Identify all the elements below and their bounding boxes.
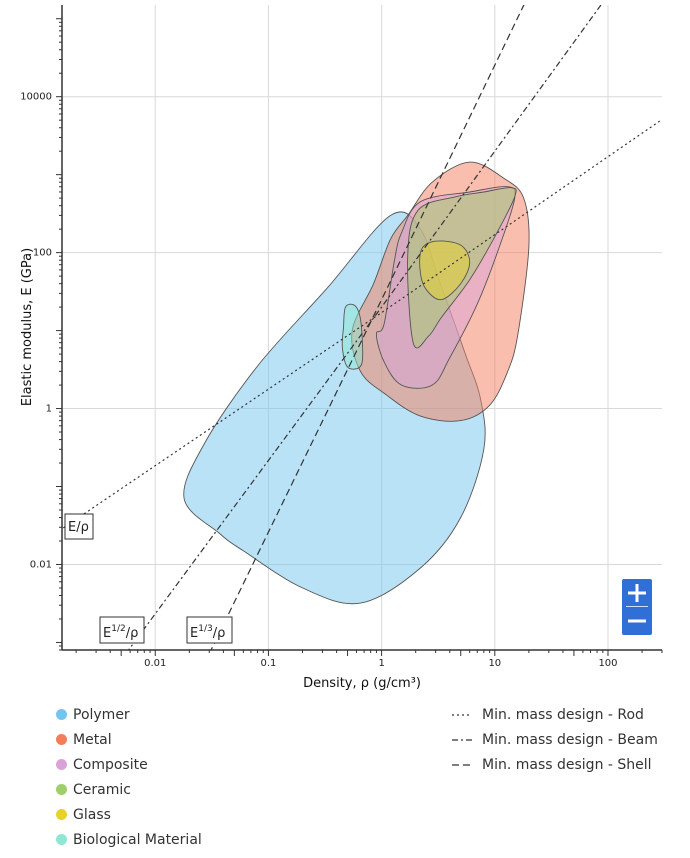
x-tick-label: 0.1 <box>260 658 276 669</box>
rod-line-annotation: E/ρ <box>64 513 94 540</box>
legend-swatch-polymer <box>56 709 67 720</box>
guide-line-dot <box>62 119 662 530</box>
rod-annotation-text: E/ρ <box>68 520 89 535</box>
material-legend: Polymer Metal Composite Ceramic Glass Bi… <box>56 702 202 852</box>
region-glass[interactable] <box>419 240 471 301</box>
legend-label: Glass <box>73 806 111 823</box>
legend-item-ceramic[interactable]: Ceramic <box>56 777 202 802</box>
legend-label: Ceramic <box>73 781 131 798</box>
legend-label: Polymer <box>73 706 130 723</box>
dashed-line-icon <box>452 763 472 766</box>
dashdot-line-icon <box>452 738 472 741</box>
legend-item-rod[interactable]: Min. mass design - Rod <box>452 702 658 727</box>
legend-item-composite[interactable]: Composite <box>56 752 202 777</box>
plus-icon <box>628 584 646 602</box>
legend-swatch-ceramic <box>56 784 67 795</box>
zoom-separator <box>626 606 648 607</box>
y-tick-label: 100 <box>33 248 52 259</box>
zoom-out-button[interactable] <box>622 607 652 635</box>
material-regions <box>183 161 530 605</box>
shell-annotation-sup: 1/3 <box>198 624 212 634</box>
beam-line-annotation: E1/2/ρ <box>99 616 145 644</box>
x-tick-label: 100 <box>598 658 617 669</box>
guide-line-dashdot <box>127 5 602 650</box>
legend-label: Min. mass design - Beam <box>482 731 658 748</box>
beam-annotation-sup: 1/2 <box>111 624 125 634</box>
y-tick-label: 0.01 <box>30 559 52 570</box>
svg-text:E1/2/ρ: E1/2/ρ <box>103 624 138 641</box>
legend-item-shell[interactable]: Min. mass design - Shell <box>452 752 658 777</box>
x-tick-label: 0.01 <box>144 658 166 669</box>
x-tick-label: 10 <box>488 658 501 669</box>
dotted-line-icon <box>452 713 472 716</box>
legend-swatch-composite <box>56 759 67 770</box>
axes: 0.01 0.1 1 10 100 0.01 1 100 10000 <box>20 5 663 669</box>
legend-label: Composite <box>73 756 148 773</box>
x-axis-title: Density, ρ (g/cm³) <box>303 676 421 691</box>
y-axis-title: Elastic modulus, E (GPa) <box>20 248 35 406</box>
legend-item-biological-material[interactable]: Biological Material <box>56 827 202 852</box>
guide-lines <box>62 5 662 650</box>
legend-swatch-glass <box>56 809 67 820</box>
beam-annotation-base: E <box>103 626 111 641</box>
legend-item-polymer[interactable]: Polymer <box>56 702 202 727</box>
legend-label: Min. mass design - Shell <box>482 756 652 773</box>
legend-label: Metal <box>73 731 112 748</box>
minus-icon <box>628 619 646 623</box>
legend-item-beam[interactable]: Min. mass design - Beam <box>452 727 658 752</box>
svg-text:E1/3/ρ: E1/3/ρ <box>190 624 225 641</box>
legend-item-glass[interactable]: Glass <box>56 802 202 827</box>
shell-line-annotation: E1/3/ρ <box>186 616 233 644</box>
x-tick-label: 1 <box>378 658 384 669</box>
y-tick-label: 10000 <box>20 92 52 103</box>
legend-swatch-metal <box>56 734 67 745</box>
legend-item-metal[interactable]: Metal <box>56 727 202 752</box>
y-tick-label: 1 <box>46 404 52 415</box>
legend-swatch-biological-material <box>56 834 67 845</box>
zoom-in-button[interactable] <box>622 579 652 607</box>
guide-line-legend: Min. mass design - Rod Min. mass design … <box>452 702 658 777</box>
legend-label: Min. mass design - Rod <box>482 706 644 723</box>
shell-annotation-base: E <box>190 626 198 641</box>
zoom-control <box>622 579 652 635</box>
shell-annotation-tail: /ρ <box>213 626 226 641</box>
beam-annotation-tail: /ρ <box>126 626 139 641</box>
legend-label: Biological Material <box>73 831 202 848</box>
